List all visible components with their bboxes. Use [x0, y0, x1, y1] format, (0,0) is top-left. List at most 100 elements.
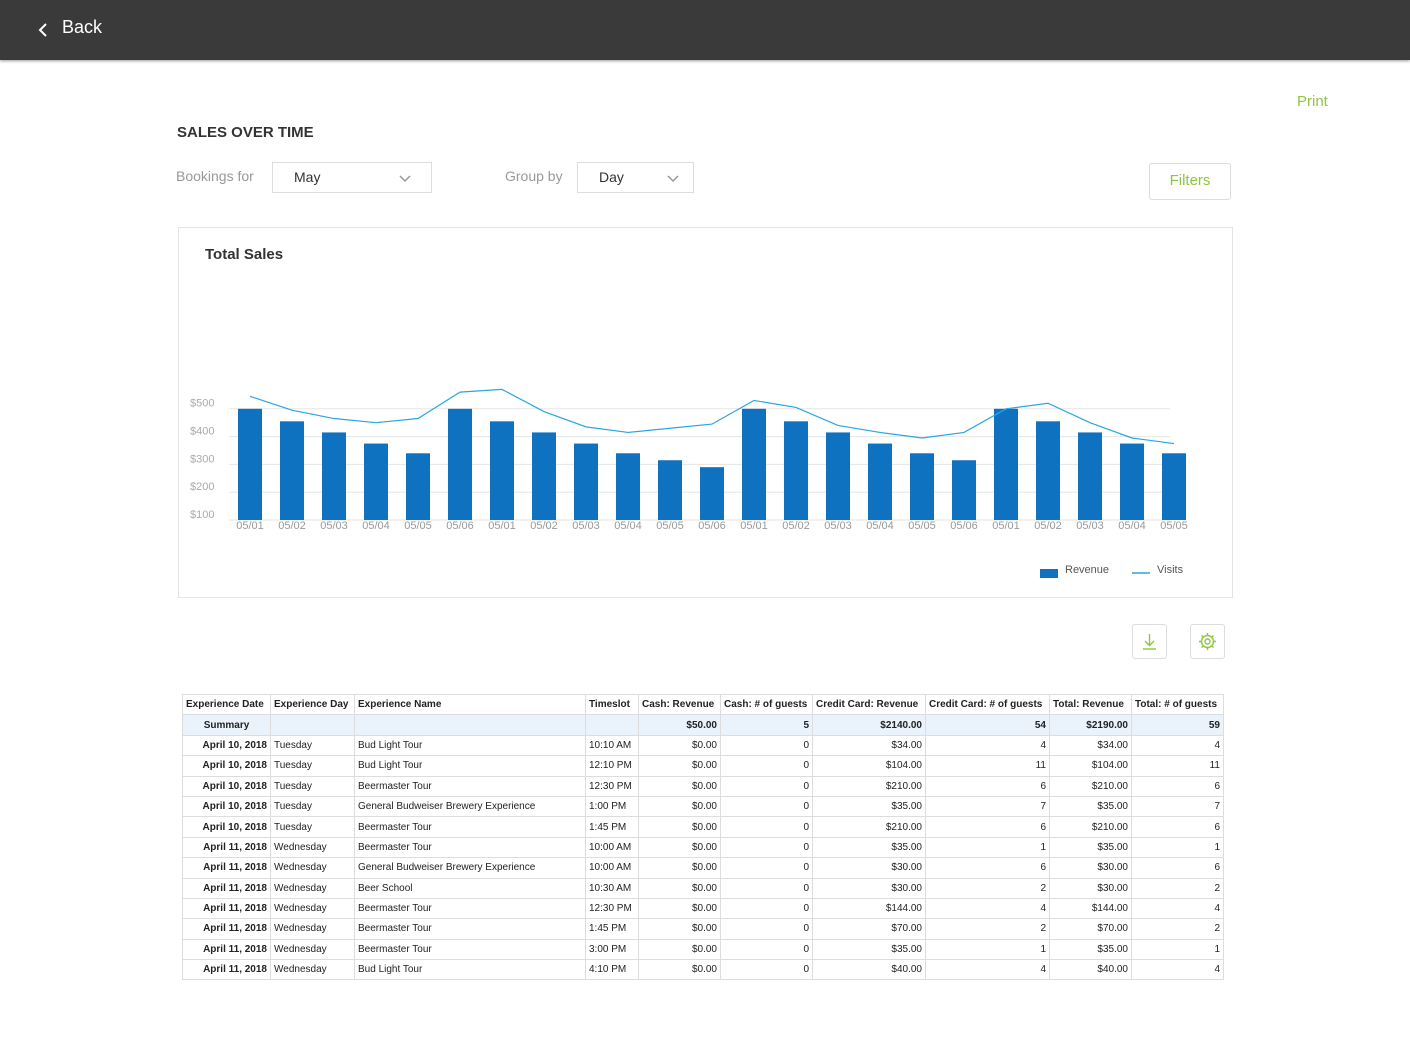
settings-button[interactable] — [1190, 624, 1225, 659]
x-tick-label: 05/01 — [740, 520, 768, 532]
summary-cell: $2190.00 — [1049, 714, 1132, 736]
x-tick-label: 05/03 — [1076, 520, 1104, 532]
table-cell: April 10, 2018 — [182, 775, 271, 797]
table-row: April 11, 2018 Wednesday Beer School 10:30 … — [182, 877, 1224, 899]
column-header: Cash: Revenue — [638, 693, 721, 716]
bar — [280, 421, 304, 520]
table-cell: $35.00 — [1049, 836, 1132, 859]
table-cell: Beermaster Tour — [354, 897, 586, 920]
table-cell: 11 — [925, 755, 1050, 777]
table-cell: Tuesday — [270, 816, 355, 838]
table-cell: 1 — [1131, 836, 1224, 859]
table-cell: Beer School — [354, 877, 586, 899]
bookings-select[interactable]: May — [272, 162, 432, 193]
table-cell: 0 — [720, 918, 813, 940]
back-link[interactable]: Back — [62, 17, 103, 37]
table-row: April 11, 2018 Wednesday Beermaster Tour 3:… — [182, 938, 1224, 961]
table-cell: $0.00 — [638, 795, 721, 818]
bar — [910, 453, 934, 520]
x-tick-label: 05/05 — [656, 520, 684, 532]
table-cell: 4 — [925, 959, 1050, 981]
filters-button[interactable]: Filters — [1149, 163, 1231, 200]
chart-title: Total Sales — [205, 246, 283, 263]
table-cell: 0 — [720, 816, 813, 838]
table-cell: 4 — [1131, 734, 1224, 757]
legend-label: Visits — [1157, 564, 1184, 576]
bar — [1162, 453, 1186, 520]
table-cell: 2 — [925, 877, 1050, 899]
y-tick-label: $200 — [190, 481, 214, 493]
table-cell: 11 — [1131, 755, 1224, 777]
x-tick-label: 05/04 — [1118, 520, 1146, 532]
group-label: Group by — [505, 168, 563, 184]
x-tick-label: 05/02 — [1034, 520, 1062, 532]
bar — [784, 421, 808, 520]
header-row: Experience Date Experience Day Experience … — [182, 693, 1224, 716]
table-cell: 7 — [1131, 795, 1224, 818]
table-cell: 0 — [720, 775, 813, 797]
bar — [994, 408, 1018, 520]
table-cell: Wednesday — [270, 897, 355, 920]
bar — [1078, 432, 1102, 520]
table-cell: $144.00 — [812, 897, 926, 920]
table-cell: Tuesday — [270, 795, 355, 818]
table-cell: $35.00 — [812, 938, 926, 961]
summary-cell: 5 — [720, 714, 813, 736]
table-cell: $0.00 — [638, 897, 721, 920]
sales-table: Experience Date Experience Day Experience … — [182, 693, 1224, 981]
back-icon[interactable] — [36, 22, 50, 38]
table-cell: April 10, 2018 — [182, 734, 271, 757]
table-cell: $35.00 — [812, 795, 926, 818]
table-cell: 4 — [925, 734, 1050, 757]
table-cell: Beermaster Tour — [354, 836, 586, 859]
table-cell: $30.00 — [1049, 857, 1132, 879]
y-tick-label: $300 — [190, 453, 214, 465]
download-button[interactable] — [1132, 624, 1167, 659]
print-link[interactable]: Print — [1297, 93, 1328, 110]
table-cell: Wednesday — [270, 938, 355, 961]
summary-cell: 59 — [1131, 714, 1224, 736]
x-tick-label: 05/03 — [320, 520, 348, 532]
table-cell: $210.00 — [1049, 816, 1132, 838]
table-cell: $30.00 — [812, 857, 926, 879]
group-select[interactable]: Day — [577, 162, 694, 193]
column-header: Total: # of guests — [1131, 693, 1224, 716]
table-cell: 3:00 PM — [585, 938, 639, 961]
x-tick-label: 05/06 — [446, 520, 474, 532]
table-row: April 10, 2018 Tuesday Bud Light Tour 10:10… — [182, 734, 1224, 757]
column-header: Experience Day — [270, 693, 355, 716]
column-header: Credit Card: Revenue — [812, 693, 926, 716]
table-cell: 10:10 AM — [585, 734, 639, 757]
table-cell: April 11, 2018 — [182, 857, 271, 879]
table-cell: $144.00 — [1049, 897, 1132, 920]
table-cell: $0.00 — [638, 938, 721, 961]
table-cell: 4 — [925, 897, 1050, 920]
table-cell: 1:00 PM — [585, 795, 639, 818]
top-bar: Back — [0, 0, 1410, 60]
chart: Total Sales $100 $200 $300 $400 $500 05/01 05/… — [190, 246, 1188, 578]
x-tick-label: 05/04 — [614, 520, 642, 532]
x-tick-label: 05/02 — [530, 520, 558, 532]
bar — [364, 443, 388, 520]
bar — [574, 443, 598, 520]
chart-card — [178, 227, 1233, 598]
bar — [1036, 421, 1060, 520]
x-tick-label: 05/01 — [992, 520, 1020, 532]
table-cell: Tuesday — [270, 755, 355, 777]
column-header: Cash: # of guests — [720, 693, 813, 716]
x-tick-label: 05/03 — [824, 520, 852, 532]
table-cell: Beermaster Tour — [354, 918, 586, 940]
bar — [490, 421, 514, 520]
x-tick-label: 05/01 — [236, 520, 264, 532]
table-cell: 0 — [720, 836, 813, 859]
table-cell: $35.00 — [1049, 938, 1132, 961]
table-cell: $0.00 — [638, 775, 721, 797]
table-cell: April 11, 2018 — [182, 897, 271, 920]
table-cell: $0.00 — [638, 755, 721, 777]
line — [249, 388, 1175, 445]
table-cell: 10:00 AM — [585, 836, 639, 859]
x-tick-label: 05/05 — [908, 520, 936, 532]
bar — [868, 443, 892, 520]
x-tick-label: 05/06 — [950, 520, 978, 532]
table-cell: Beermaster Tour — [354, 816, 586, 838]
